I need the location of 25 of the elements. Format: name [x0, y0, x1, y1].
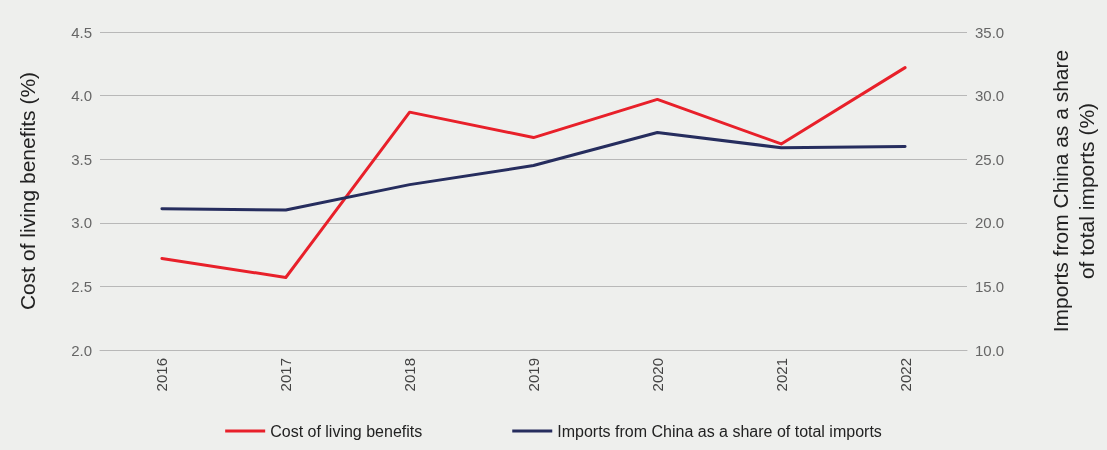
line-series: [160, 66, 907, 279]
y2-tick-label: 30.0: [975, 87, 1005, 105]
y-tick-label: 2.0: [71, 341, 92, 359]
y2-tick-label: 25.0: [975, 150, 1005, 168]
y2-tick-label: 15.0: [975, 277, 1005, 295]
y-tick-label: 2.5: [71, 277, 92, 295]
line-series: [160, 130, 907, 212]
legend-label: Cost of living benefits: [270, 422, 423, 440]
y2-tick-label: 35.0: [975, 23, 1005, 41]
y-tick-label: 4.5: [71, 23, 92, 41]
x-tick-label: 2018: [401, 358, 419, 392]
x-tick-label: 2020: [648, 358, 666, 392]
y-axis-title: Cost of living benefits (%): [15, 71, 39, 311]
x-tick-label: 2021: [772, 358, 790, 392]
x-tick-label: 2017: [277, 358, 295, 392]
y-tick-label: 4.0: [71, 87, 92, 105]
x-tick-label: 2019: [525, 358, 542, 392]
y2-tick-label: 10.0: [975, 341, 1005, 359]
x-tick-label: 2022: [896, 358, 914, 392]
legend-label: Imports from China as a share of total imports: [557, 422, 882, 440]
y-tick-label: 3.5: [71, 150, 92, 168]
y2-axis-title: Imports from China as a share of total imports (%): [1048, 49, 1098, 333]
x-tick-label: 2016: [153, 358, 171, 392]
y2-tick-label: 20.0: [975, 214, 1005, 232]
y-tick-label: 3.0: [71, 214, 92, 232]
